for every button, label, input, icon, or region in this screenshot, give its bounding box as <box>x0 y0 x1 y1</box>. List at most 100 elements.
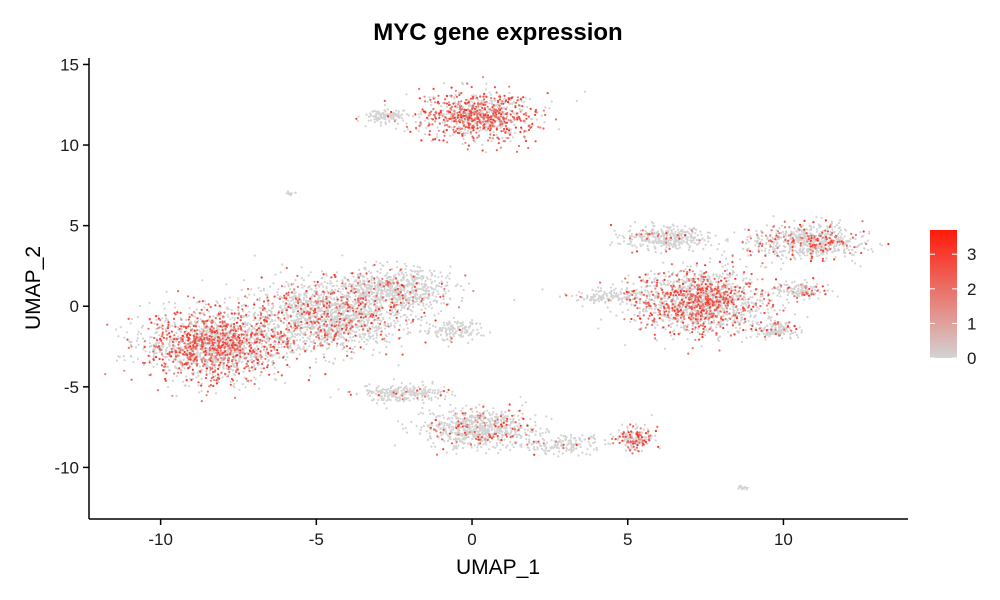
cell-point <box>423 119 426 122</box>
cell-point <box>360 338 363 341</box>
cell-point <box>296 318 299 321</box>
cell-point <box>201 312 205 315</box>
cell-point <box>245 351 248 354</box>
cell-point <box>136 315 139 318</box>
cell-point <box>464 128 467 131</box>
cell-point <box>475 428 478 431</box>
cell-point <box>249 323 252 326</box>
cell-point <box>253 293 256 296</box>
cell-point <box>405 323 408 326</box>
cell-point <box>389 389 392 393</box>
cell-point <box>434 395 437 398</box>
cell-point <box>436 290 439 293</box>
cell-point <box>443 424 446 427</box>
cell-point <box>434 331 437 334</box>
cell-point <box>487 412 491 415</box>
cell-point <box>491 413 494 416</box>
cell-point <box>402 273 405 277</box>
cell-point <box>267 329 270 332</box>
cell-point <box>354 294 357 298</box>
cell-point <box>461 81 464 84</box>
cell-point <box>342 307 345 310</box>
cell-point <box>231 316 234 319</box>
cell-point <box>496 430 499 433</box>
cell-point <box>155 318 158 322</box>
cell-point <box>439 271 442 274</box>
cell-point <box>165 356 168 359</box>
cell-point <box>575 99 578 103</box>
cell-point <box>496 125 499 128</box>
cell-point <box>310 288 313 291</box>
cell-point <box>491 419 494 422</box>
cell-point <box>394 308 397 311</box>
cell-point <box>418 432 421 435</box>
cell-point <box>217 381 220 384</box>
cell-point <box>383 388 386 391</box>
cell-point <box>368 310 371 313</box>
cell-point <box>267 309 270 312</box>
cell-point <box>459 325 463 328</box>
cell-point <box>472 329 475 332</box>
cell-point <box>747 319 750 322</box>
cell-point <box>396 266 399 269</box>
cell-point <box>207 310 210 313</box>
cell-point <box>415 300 418 303</box>
cell-point <box>396 115 399 119</box>
cell-point <box>454 394 457 397</box>
cell-point <box>400 382 403 385</box>
cell-point <box>428 301 432 304</box>
cell-point <box>391 311 394 314</box>
cell-point <box>274 343 277 346</box>
cell-point <box>475 423 478 426</box>
cell-point <box>155 363 159 366</box>
cell-point <box>534 414 537 417</box>
cell-point <box>289 194 292 197</box>
cell-point <box>389 322 393 325</box>
cell-point <box>307 300 310 303</box>
cell-point <box>335 345 338 348</box>
cell-point <box>418 116 421 119</box>
cell-point <box>241 310 245 313</box>
cell-point <box>328 360 331 363</box>
cell-point <box>329 320 332 323</box>
cell-point <box>368 337 372 340</box>
cell-point <box>559 444 563 447</box>
cell-point <box>375 117 378 121</box>
cell-point <box>421 288 424 291</box>
cell-point <box>293 289 296 292</box>
cell-point <box>353 331 356 334</box>
cell-point <box>387 289 391 292</box>
cell-point <box>458 129 461 132</box>
cell-point <box>258 299 261 302</box>
cell-point <box>451 421 454 424</box>
cell-point <box>545 415 548 418</box>
cell-point <box>380 395 383 398</box>
cell-point <box>244 321 247 324</box>
cell-point <box>226 330 229 334</box>
cell-point <box>518 418 521 422</box>
cell-point <box>381 391 384 394</box>
cell-point <box>134 346 137 349</box>
cell-point <box>448 332 451 335</box>
cell-point <box>214 322 217 325</box>
cell-point <box>304 322 307 325</box>
cell-point <box>439 333 443 336</box>
cell-point <box>353 339 356 342</box>
cell-point <box>405 274 408 277</box>
cell-point <box>136 357 139 361</box>
cell-point <box>412 397 415 400</box>
cell-point <box>274 273 277 276</box>
cell-point <box>272 322 276 326</box>
cell-point <box>404 271 407 274</box>
cell-point <box>201 279 204 282</box>
cell-point <box>540 114 543 117</box>
cell-point <box>367 115 371 118</box>
cell-point <box>173 321 176 324</box>
cell-point <box>425 321 428 324</box>
cell-point <box>440 302 443 305</box>
cell-point <box>442 431 445 434</box>
cell-point <box>418 266 421 269</box>
cell-point <box>396 284 399 287</box>
cell-point <box>322 353 325 356</box>
cell-point <box>334 288 337 291</box>
